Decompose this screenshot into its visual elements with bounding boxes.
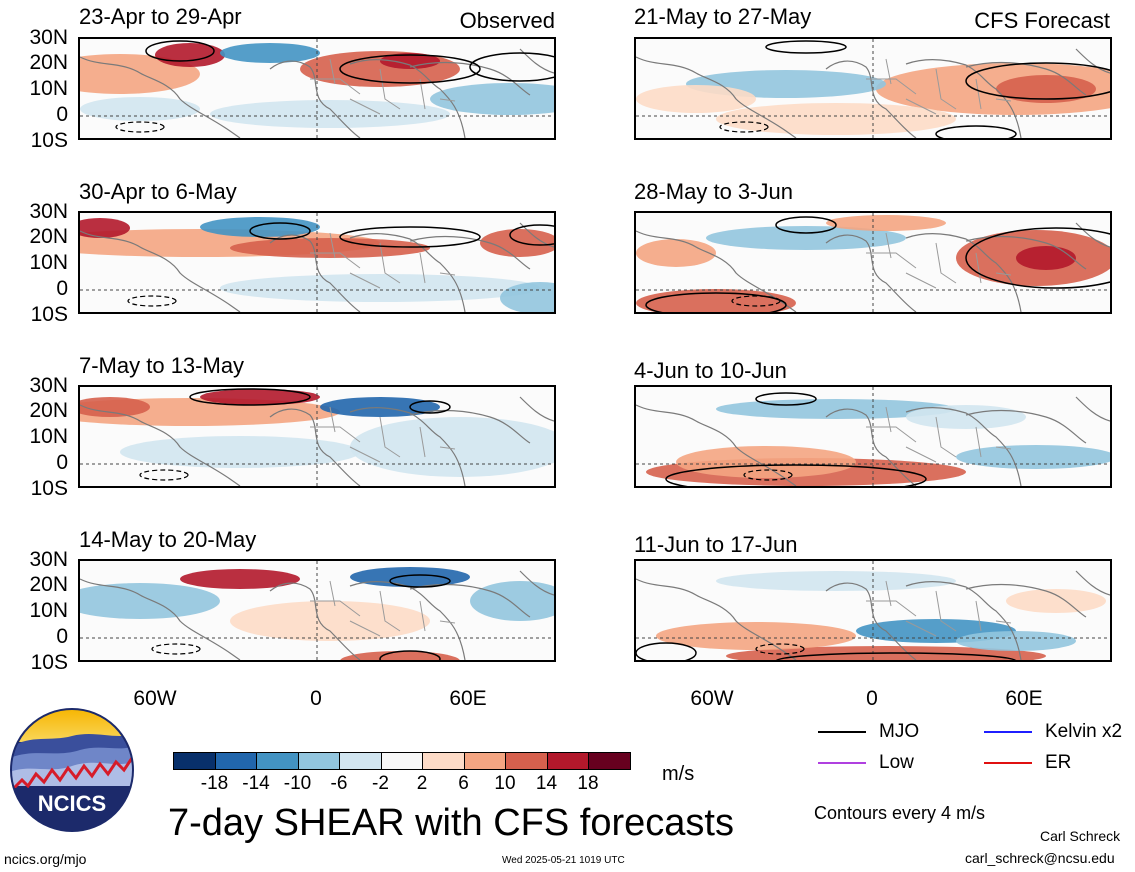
colorbar-units: m/s: [662, 763, 695, 785]
lat-tick-10n-p1: 10N: [29, 77, 68, 100]
footer-timestamp: Wed 2025-05-21 1019 UTC: [502, 855, 625, 866]
map-panel-3: [78, 385, 556, 488]
footer-author: Carl Schreck: [1040, 828, 1121, 844]
lat-tick-10s-p1: 10S: [30, 129, 68, 152]
colorbar-swatch: [463, 752, 506, 770]
legend-line-er: [984, 762, 1032, 764]
lat-tick-20n-p4: 20N: [29, 573, 68, 596]
footer-email[interactable]: carl_schreck@ncsu.edu: [965, 850, 1115, 866]
lat-tick-0-p3: 0: [56, 451, 68, 474]
panel-title-8: 11-Jun to 17-Jun: [634, 532, 798, 557]
lon-tick-60e-right: 60E: [1005, 687, 1043, 710]
panel-title-2: 30-Apr to 6-May: [79, 179, 237, 204]
lat-tick-0-p1: 0: [56, 103, 68, 126]
colorbar-tick-label: -2: [372, 773, 389, 794]
legend-label-low: Low: [879, 752, 914, 773]
lat-tick-30n-p3: 30N: [29, 374, 68, 397]
lat-tick-20n-p1: 20N: [29, 51, 68, 74]
lon-tick-60w-left: 60W: [133, 687, 177, 710]
lon-tick-0-left: 0: [310, 687, 322, 710]
colorbar-tick-label: 18: [577, 773, 599, 794]
lat-tick-0-p4: 0: [56, 625, 68, 648]
colorbar-swatch: [422, 752, 465, 770]
map-panel-7: [634, 385, 1112, 488]
ncics-logo: NCICS: [10, 708, 134, 832]
panel-title-4: 14-May to 20-May: [79, 527, 257, 552]
legend-line-kelvin: [984, 731, 1032, 733]
panel-title-3: 7-May to 13-May: [79, 353, 245, 378]
lat-tick-10s-p2: 10S: [30, 303, 68, 326]
lat-tick-0-p2: 0: [56, 277, 68, 300]
colorbar-tick-label: -18: [200, 773, 229, 794]
colorbar-tick-label: -6: [330, 773, 348, 794]
lat-tick-30n-p4: 30N: [29, 548, 68, 571]
lat-tick-10n-p4: 10N: [29, 599, 68, 622]
colorbar-swatch: [588, 752, 631, 770]
map-panel-4: [78, 559, 556, 662]
legend-line-low: [818, 762, 866, 764]
lon-tick-0-right: 0: [866, 687, 878, 710]
map-panel-8: [634, 559, 1112, 662]
map-panel-2: [78, 211, 556, 314]
main-title: 7-day SHEAR with CFS forecasts: [168, 802, 734, 844]
lat-tick-30n-p1: 30N: [29, 26, 68, 49]
legend-label-er: ER: [1045, 752, 1072, 773]
footer-url[interactable]: ncics.org/mjo: [4, 851, 87, 867]
map-panel-5: [634, 37, 1112, 140]
lon-tick-60w-right: 60W: [690, 687, 734, 710]
lat-tick-10s-p3: 10S: [30, 477, 68, 500]
colorbar-swatch: [339, 752, 382, 770]
colorbar-tick-label: -14: [242, 773, 270, 794]
panel-title-5: 21-May to 27-May: [634, 4, 812, 29]
colorbar-tick-label: -10: [283, 773, 312, 794]
colorbar-tick-label: 10: [494, 773, 516, 794]
logo-text: NCICS: [38, 791, 106, 816]
panel-title-7: 4-Jun to 10-Jun: [634, 358, 787, 383]
colorbar-swatch: [505, 752, 548, 770]
colorbar-swatch: [380, 752, 423, 770]
map-panel-1: [78, 37, 556, 140]
colorbar-tick-label: 14: [535, 773, 558, 794]
colorbar-swatch: [546, 752, 589, 770]
colorbar-tick-label: 2: [416, 773, 428, 794]
legend-line-mjo: [818, 731, 866, 733]
colorbar-swatch: [173, 752, 216, 770]
lon-tick-60e-left: 60E: [449, 687, 487, 710]
colorbar-swatch: [256, 752, 299, 770]
lat-tick-10n-p3: 10N: [29, 425, 68, 448]
panel-title-6: 28-May to 3-Jun: [634, 179, 793, 204]
legend-label-mjo: MJO: [879, 721, 920, 742]
colorbar-swatch: [214, 752, 257, 770]
lat-tick-30n-p2: 30N: [29, 200, 68, 223]
contour-note: Contours every 4 m/s: [814, 803, 986, 823]
colorbar-tick-label: 6: [458, 773, 469, 794]
lat-tick-20n-p2: 20N: [29, 225, 68, 248]
lat-tick-10s-p4: 10S: [30, 651, 68, 674]
colorbar-swatch: [297, 752, 340, 770]
forecast-label: CFS Forecast: [974, 8, 1110, 33]
map-panel-6: [634, 211, 1112, 314]
panel-title-1: 23-Apr to 29-Apr: [79, 4, 242, 29]
observed-label: Observed: [459, 8, 555, 33]
lat-tick-10n-p2: 10N: [29, 251, 68, 274]
legend-label-kelvin: Kelvin x2: [1045, 721, 1123, 742]
lat-tick-20n-p3: 20N: [29, 399, 68, 422]
